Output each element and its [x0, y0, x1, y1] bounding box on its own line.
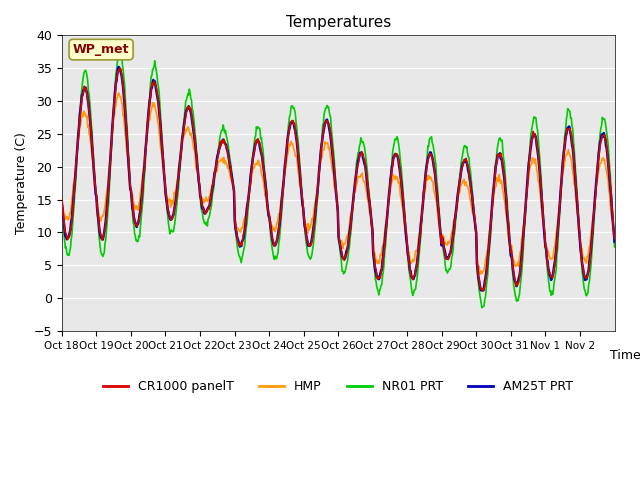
Y-axis label: Temperature (C): Temperature (C)	[15, 132, 28, 234]
Legend: CR1000 panelT, HMP, NR01 PRT, AM25T PRT: CR1000 panelT, HMP, NR01 PRT, AM25T PRT	[99, 375, 578, 398]
X-axis label: Time: Time	[611, 348, 640, 361]
Title: Temperatures: Temperatures	[285, 15, 391, 30]
Text: WP_met: WP_met	[73, 43, 129, 56]
